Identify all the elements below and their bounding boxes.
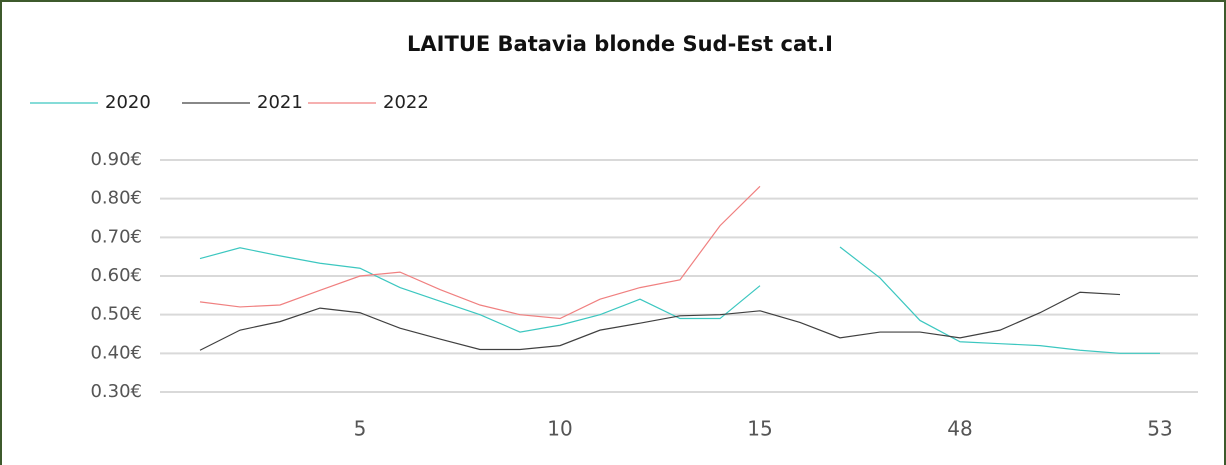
legend-label: 2020 <box>105 92 151 113</box>
x-tick-label: 48 <box>947 417 972 441</box>
y-tick-label: 0.80€ <box>90 188 142 209</box>
legend-label: 2021 <box>257 92 303 113</box>
line <box>199 185 761 320</box>
line <box>199 291 1121 351</box>
legend-label: 2022 <box>383 92 429 113</box>
y-tick-label: 0.70€ <box>90 226 142 247</box>
y-tick-label: 0.90€ <box>90 149 142 170</box>
x-tick-label: 53 <box>1147 417 1172 441</box>
x-tick-label: 15 <box>747 417 772 441</box>
y-tick-label: 0.60€ <box>90 265 142 286</box>
line <box>199 246 1160 354</box>
y-tick-label: 0.40€ <box>90 342 142 363</box>
y-tick-label: 0.30€ <box>90 381 142 402</box>
x-tick-label: 10 <box>547 417 572 441</box>
chart-title: LAITUE Batavia blonde Sud-Est cat.I <box>407 32 833 56</box>
x-tick-label: 5 <box>354 417 367 441</box>
y-tick-label: 0.50€ <box>90 304 142 325</box>
